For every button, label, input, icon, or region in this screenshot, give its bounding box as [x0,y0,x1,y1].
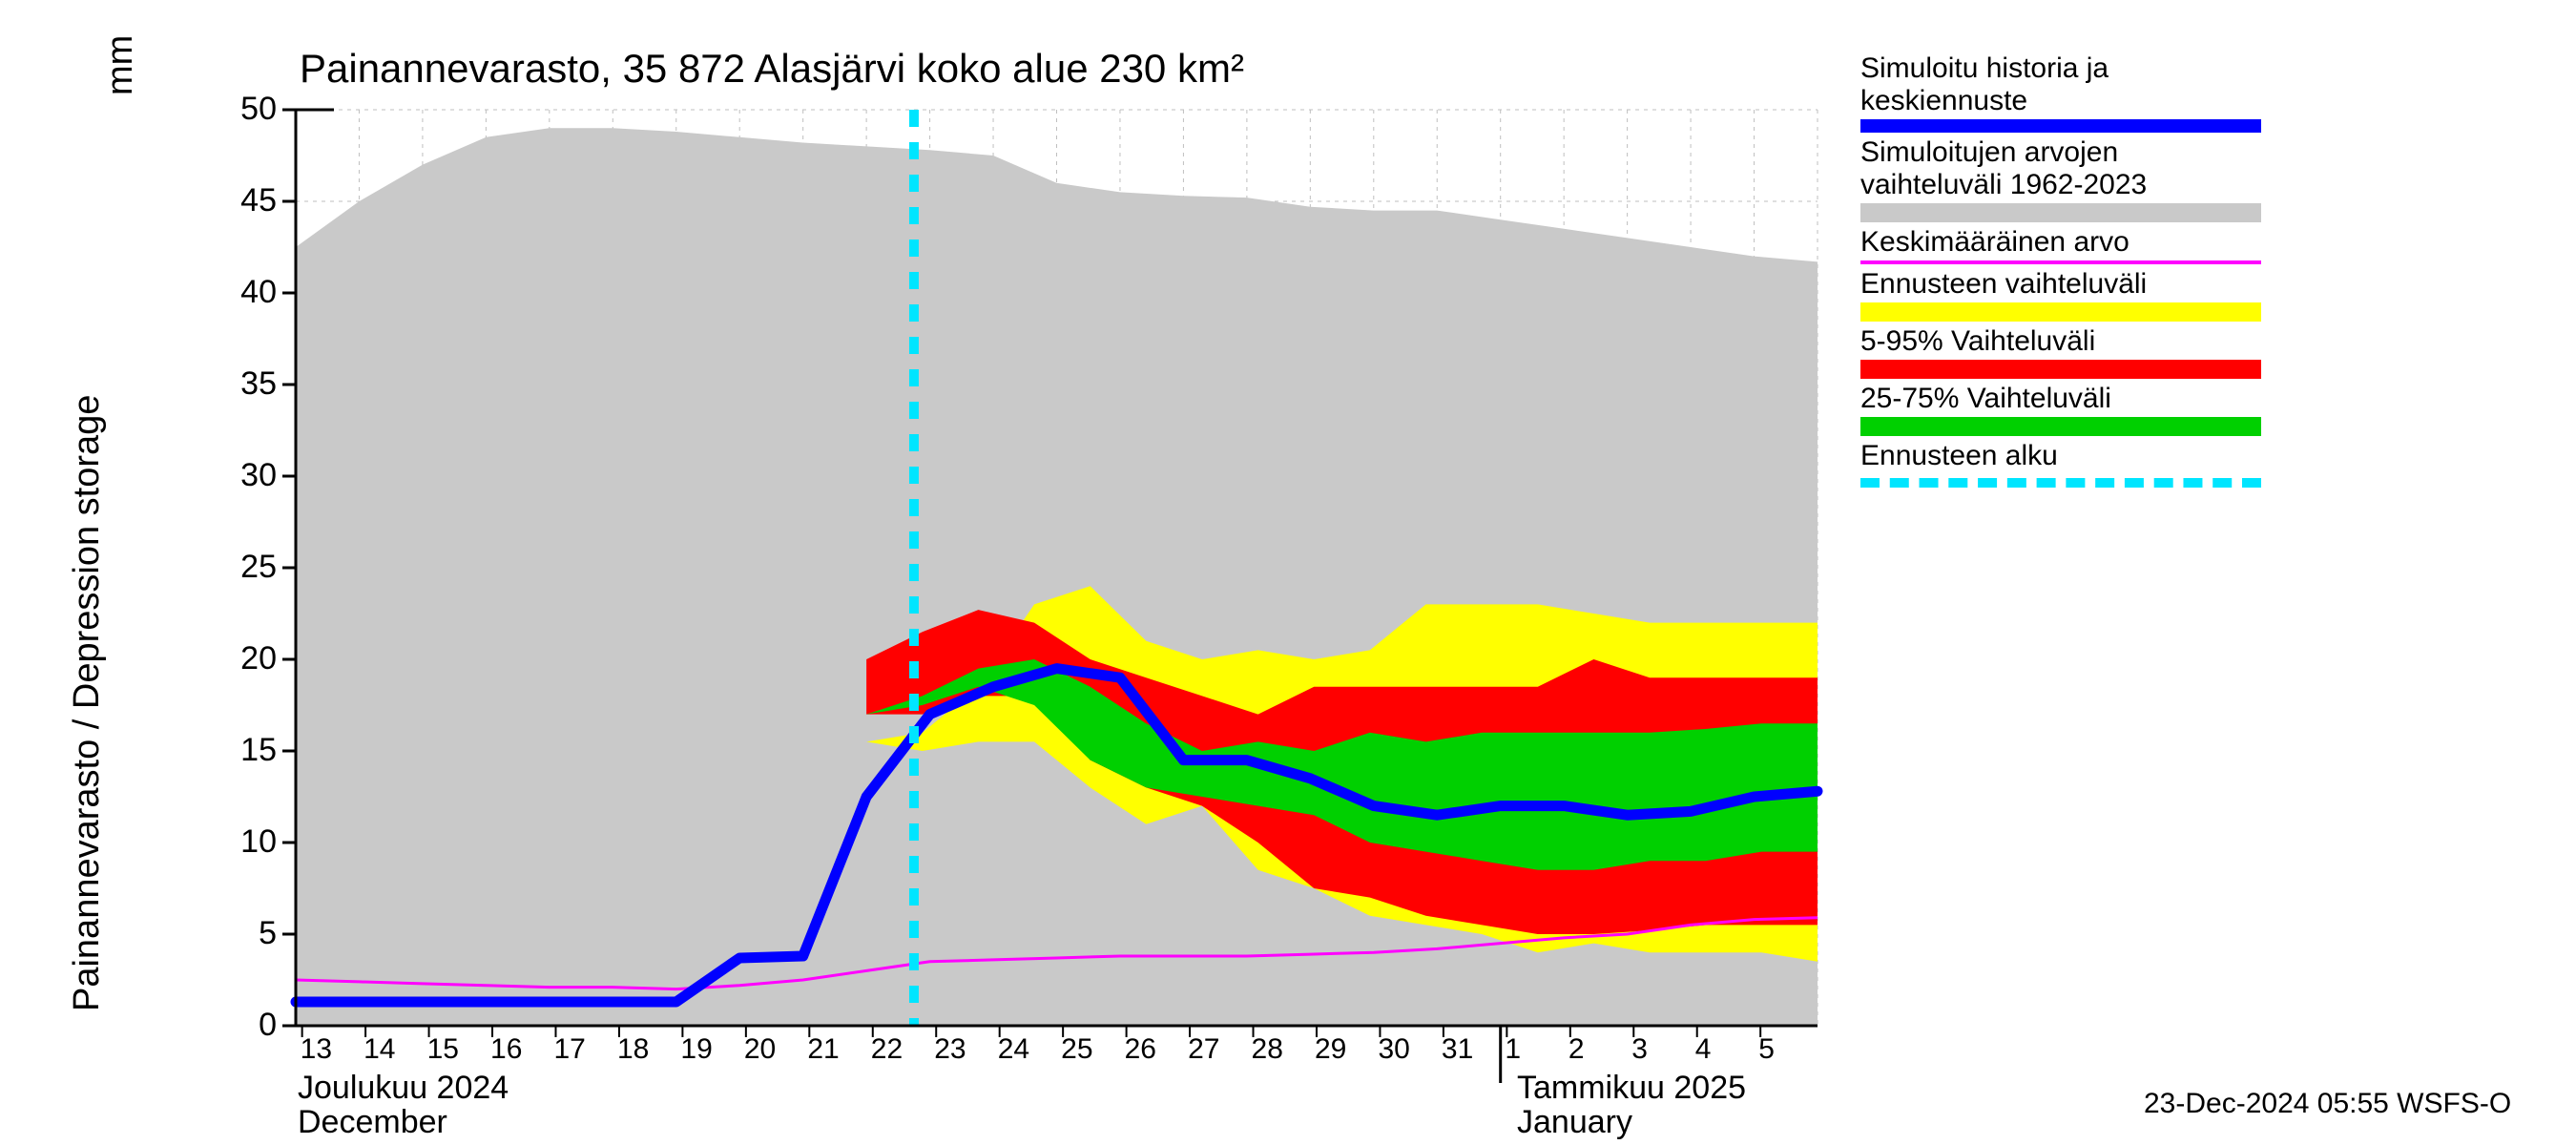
ytick-label: 45 [219,182,277,219]
legend-entry: Keskimääräinen arvo [1860,226,2357,264]
y-axis-unit: mm [100,35,141,95]
xtick-label: 18 [617,1033,649,1066]
legend-label: Keskimääräinen arvo [1860,226,2357,259]
ytick-label: 35 [219,365,277,403]
ytick-label: 40 [219,274,277,311]
legend-swatch [1860,360,2261,379]
month-left-1: Joulukuu 2024 [298,1070,509,1107]
legend-swatch [1860,203,2261,222]
legend-swatch [1860,119,2261,133]
legend-swatch [1860,260,2261,264]
xtick-label: 5 [1758,1033,1775,1066]
xtick-label: 22 [871,1033,903,1066]
legend-label: 25-75% Vaihteluväli [1860,383,2357,415]
legend: Simuloitu historia jakeskiennusteSimuloi… [1860,52,2357,493]
xtick-label: 27 [1188,1033,1219,1066]
legend-label: keskiennuste [1860,85,2357,117]
xtick-label: 3 [1631,1033,1648,1066]
legend-entry: Simuloitujen arvojenvaihteluväli 1962-20… [1860,136,2357,222]
xtick-label: 13 [301,1033,332,1066]
month-left-2: December [298,1104,447,1141]
ytick-label: 15 [219,732,277,769]
xtick-label: 26 [1125,1033,1156,1066]
ytick-label: 10 [219,823,277,861]
legend-label: vaihteluväli 1962-2023 [1860,169,2357,201]
xtick-label: 24 [998,1033,1029,1066]
legend-label: Simuloitujen arvojen [1860,136,2357,169]
legend-entry: 25-75% Vaihteluväli [1860,383,2357,436]
ytick-label: 25 [219,549,277,586]
xtick-label: 16 [490,1033,522,1066]
xtick-label: 25 [1061,1033,1092,1066]
xtick-label: 4 [1695,1033,1712,1066]
legend-entry: Ennusteen vaihteluväli [1860,268,2357,322]
footer-date: 23-Dec-2024 05:55 WSFS-O [2144,1088,2511,1120]
xtick-label: 23 [934,1033,966,1066]
legend-swatch [1860,302,2261,322]
legend-label: Simuloitu historia ja [1860,52,2357,85]
xtick-label: 28 [1252,1033,1283,1066]
legend-entry: 5-95% Vaihteluväli [1860,325,2357,379]
legend-label: Ennusteen alku [1860,440,2357,472]
legend-swatch [1860,417,2261,436]
xtick-label: 14 [364,1033,395,1066]
chart-container: Painannevarasto / Depression storage mm … [0,0,2576,1145]
legend-entry: Ennusteen alku [1860,440,2357,488]
xtick-label: 2 [1568,1033,1585,1066]
xtick-label: 1 [1505,1033,1521,1066]
ytick-label: 50 [219,91,277,128]
xtick-label: 15 [427,1033,459,1066]
xtick-label: 19 [680,1033,712,1066]
legend-swatch [1860,478,2261,488]
xtick-label: 20 [744,1033,776,1066]
ytick-label: 20 [219,640,277,677]
xtick-label: 21 [807,1033,839,1066]
xtick-label: 30 [1378,1033,1409,1066]
chart-title: Painannevarasto, 35 872 Alasjärvi koko a… [300,46,1244,92]
ytick-label: 5 [219,915,277,952]
xtick-label: 29 [1315,1033,1346,1066]
xtick-label: 17 [553,1033,585,1066]
month-right-2: January [1517,1104,1632,1141]
ytick-label: 0 [219,1007,277,1044]
legend-label: 5-95% Vaihteluväli [1860,325,2357,358]
xtick-label: 31 [1442,1033,1473,1066]
legend-entry: Simuloitu historia jakeskiennuste [1860,52,2357,133]
y-axis-label: Painannevarasto / Depression storage [67,395,108,1011]
ytick-label: 30 [219,457,277,494]
legend-label: Ennusteen vaihteluväli [1860,268,2357,301]
month-right-1: Tammikuu 2025 [1517,1070,1746,1107]
